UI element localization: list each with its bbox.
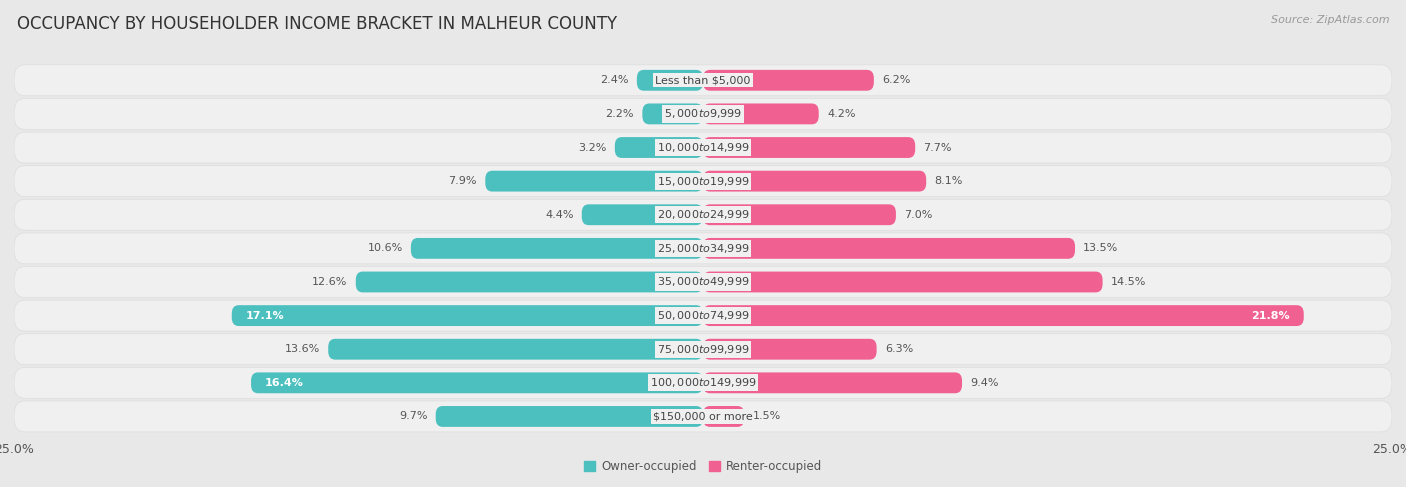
FancyBboxPatch shape — [614, 137, 703, 158]
Text: 6.3%: 6.3% — [884, 344, 912, 354]
Text: 12.6%: 12.6% — [312, 277, 347, 287]
Text: 1.5%: 1.5% — [752, 412, 780, 421]
Text: $150,000 or more: $150,000 or more — [654, 412, 752, 421]
FancyBboxPatch shape — [643, 103, 703, 124]
FancyBboxPatch shape — [232, 305, 703, 326]
Text: 14.5%: 14.5% — [1111, 277, 1146, 287]
Text: 2.2%: 2.2% — [606, 109, 634, 119]
Text: $50,000 to $74,999: $50,000 to $74,999 — [657, 309, 749, 322]
FancyBboxPatch shape — [14, 266, 1392, 298]
FancyBboxPatch shape — [703, 103, 818, 124]
FancyBboxPatch shape — [637, 70, 703, 91]
FancyBboxPatch shape — [411, 238, 703, 259]
Text: 13.6%: 13.6% — [284, 344, 321, 354]
Text: 3.2%: 3.2% — [578, 143, 606, 152]
Text: $20,000 to $24,999: $20,000 to $24,999 — [657, 208, 749, 221]
FancyBboxPatch shape — [14, 334, 1392, 365]
FancyBboxPatch shape — [328, 339, 703, 359]
Text: $75,000 to $99,999: $75,000 to $99,999 — [657, 343, 749, 356]
Text: 4.4%: 4.4% — [546, 210, 574, 220]
Text: 8.1%: 8.1% — [935, 176, 963, 186]
Text: Source: ZipAtlas.com: Source: ZipAtlas.com — [1271, 15, 1389, 25]
Text: 7.7%: 7.7% — [924, 143, 952, 152]
FancyBboxPatch shape — [703, 137, 915, 158]
Legend: Owner-occupied, Renter-occupied: Owner-occupied, Renter-occupied — [579, 455, 827, 478]
FancyBboxPatch shape — [252, 373, 703, 393]
FancyBboxPatch shape — [703, 406, 744, 427]
FancyBboxPatch shape — [356, 272, 703, 292]
Text: 13.5%: 13.5% — [1083, 244, 1119, 253]
Text: Less than $5,000: Less than $5,000 — [655, 75, 751, 85]
FancyBboxPatch shape — [14, 65, 1392, 96]
Text: 9.7%: 9.7% — [399, 412, 427, 421]
Text: $35,000 to $49,999: $35,000 to $49,999 — [657, 276, 749, 288]
Text: 21.8%: 21.8% — [1251, 311, 1289, 320]
Text: OCCUPANCY BY HOUSEHOLDER INCOME BRACKET IN MALHEUR COUNTY: OCCUPANCY BY HOUSEHOLDER INCOME BRACKET … — [17, 15, 617, 33]
Text: $25,000 to $34,999: $25,000 to $34,999 — [657, 242, 749, 255]
Text: 16.4%: 16.4% — [264, 378, 304, 388]
Text: $15,000 to $19,999: $15,000 to $19,999 — [657, 175, 749, 187]
FancyBboxPatch shape — [703, 205, 896, 225]
FancyBboxPatch shape — [703, 70, 875, 91]
Text: 10.6%: 10.6% — [367, 244, 402, 253]
FancyBboxPatch shape — [14, 233, 1392, 264]
FancyBboxPatch shape — [14, 367, 1392, 398]
FancyBboxPatch shape — [703, 373, 962, 393]
Text: 4.2%: 4.2% — [827, 109, 855, 119]
FancyBboxPatch shape — [703, 238, 1076, 259]
Text: 9.4%: 9.4% — [970, 378, 998, 388]
FancyBboxPatch shape — [14, 98, 1392, 130]
FancyBboxPatch shape — [703, 171, 927, 191]
Text: 7.9%: 7.9% — [449, 176, 477, 186]
Text: $100,000 to $149,999: $100,000 to $149,999 — [650, 376, 756, 389]
Text: $10,000 to $14,999: $10,000 to $14,999 — [657, 141, 749, 154]
FancyBboxPatch shape — [485, 171, 703, 191]
FancyBboxPatch shape — [14, 401, 1392, 432]
FancyBboxPatch shape — [14, 132, 1392, 163]
FancyBboxPatch shape — [14, 166, 1392, 197]
FancyBboxPatch shape — [436, 406, 703, 427]
FancyBboxPatch shape — [582, 205, 703, 225]
Text: 2.4%: 2.4% — [600, 75, 628, 85]
Text: $5,000 to $9,999: $5,000 to $9,999 — [664, 108, 742, 120]
Text: 17.1%: 17.1% — [246, 311, 284, 320]
FancyBboxPatch shape — [703, 272, 1102, 292]
FancyBboxPatch shape — [703, 305, 1303, 326]
FancyBboxPatch shape — [14, 199, 1392, 230]
FancyBboxPatch shape — [14, 300, 1392, 331]
Text: 6.2%: 6.2% — [882, 75, 911, 85]
FancyBboxPatch shape — [703, 339, 876, 359]
Text: 7.0%: 7.0% — [904, 210, 932, 220]
